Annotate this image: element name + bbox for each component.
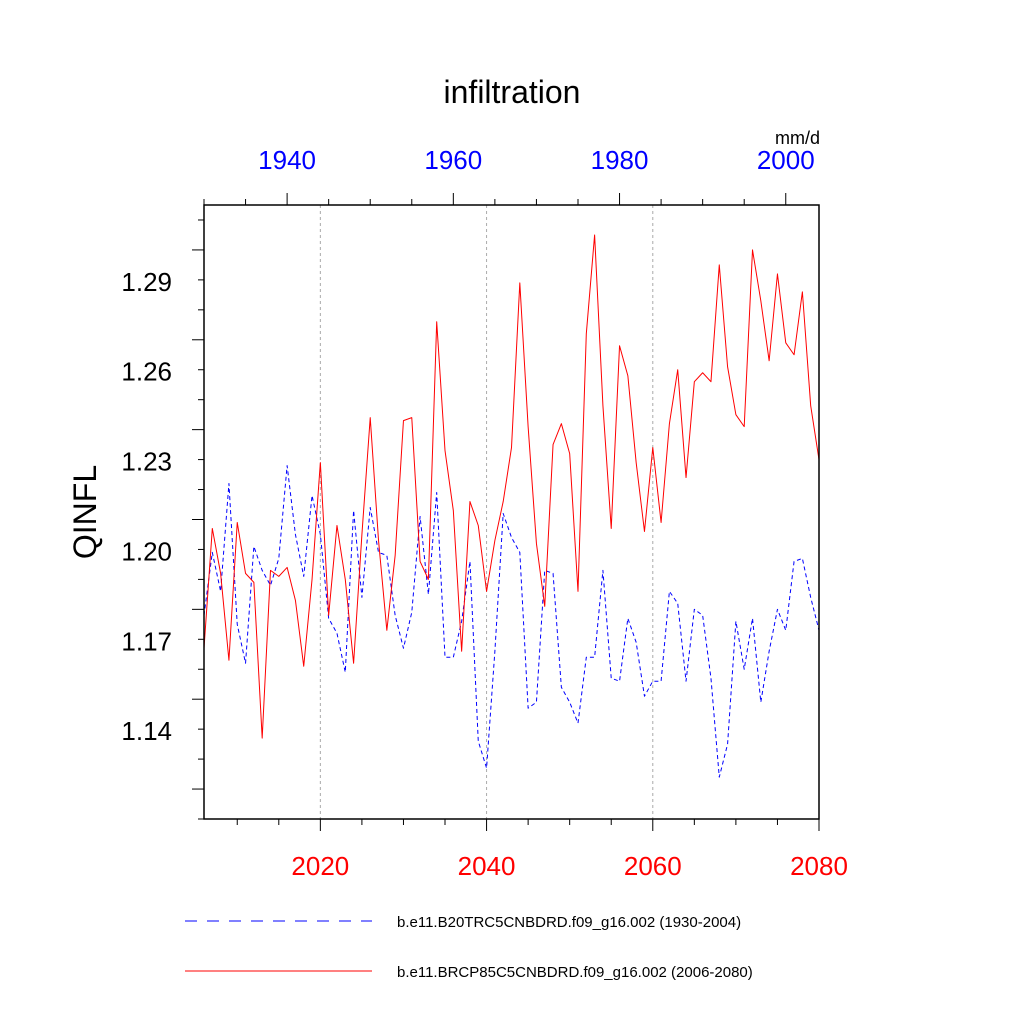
plot-frame (203, 204, 820, 820)
x-bottom-tick-label: 2040 (458, 851, 516, 881)
series-line-historical (203, 465, 820, 778)
legend: b.e11.B20TRC5CNBDRD.f09_g16.002 (1930-20… (185, 914, 753, 981)
x-bottom-tick-label: 2080 (790, 851, 848, 881)
y-tick-label: 1.26 (121, 357, 172, 387)
series-line-rcp85 (203, 234, 820, 739)
tick-labels: 1.14 1.17 1.20 1.23 1.26 1.29 2020 2040 2060 2080… (121, 145, 848, 881)
x-top-tick-label: 1940 (258, 145, 316, 175)
axis-ticks (192, 193, 820, 831)
chart-title: infiltration (444, 74, 581, 110)
x-top-tick-label: 2000 (757, 145, 815, 175)
units-label: mm/d (775, 128, 820, 148)
x-bottom-tick-label: 2020 (291, 851, 349, 881)
x-top-tick-label: 1980 (591, 145, 649, 175)
y-tick-label: 1.29 (121, 267, 172, 297)
x-bottom-tick-label: 2060 (624, 851, 682, 881)
series-lines (203, 234, 820, 778)
y-tick-label: 1.17 (121, 626, 172, 656)
gridlines (319, 205, 654, 819)
y-tick-label: 1.14 (121, 716, 172, 746)
legend-label-historical: b.e11.B20TRC5CNBDRD.f09_g16.002 (1930-20… (397, 914, 741, 931)
y-axis-label: QINFL (67, 465, 103, 559)
y-tick-label: 1.23 (121, 447, 172, 477)
legend-label-rcp85: b.e11.BRCP85C5CNBDRD.f09_g16.002 (2006-2… (397, 964, 753, 981)
y-tick-label: 1.20 (121, 536, 172, 566)
x-top-tick-label: 1960 (424, 145, 482, 175)
